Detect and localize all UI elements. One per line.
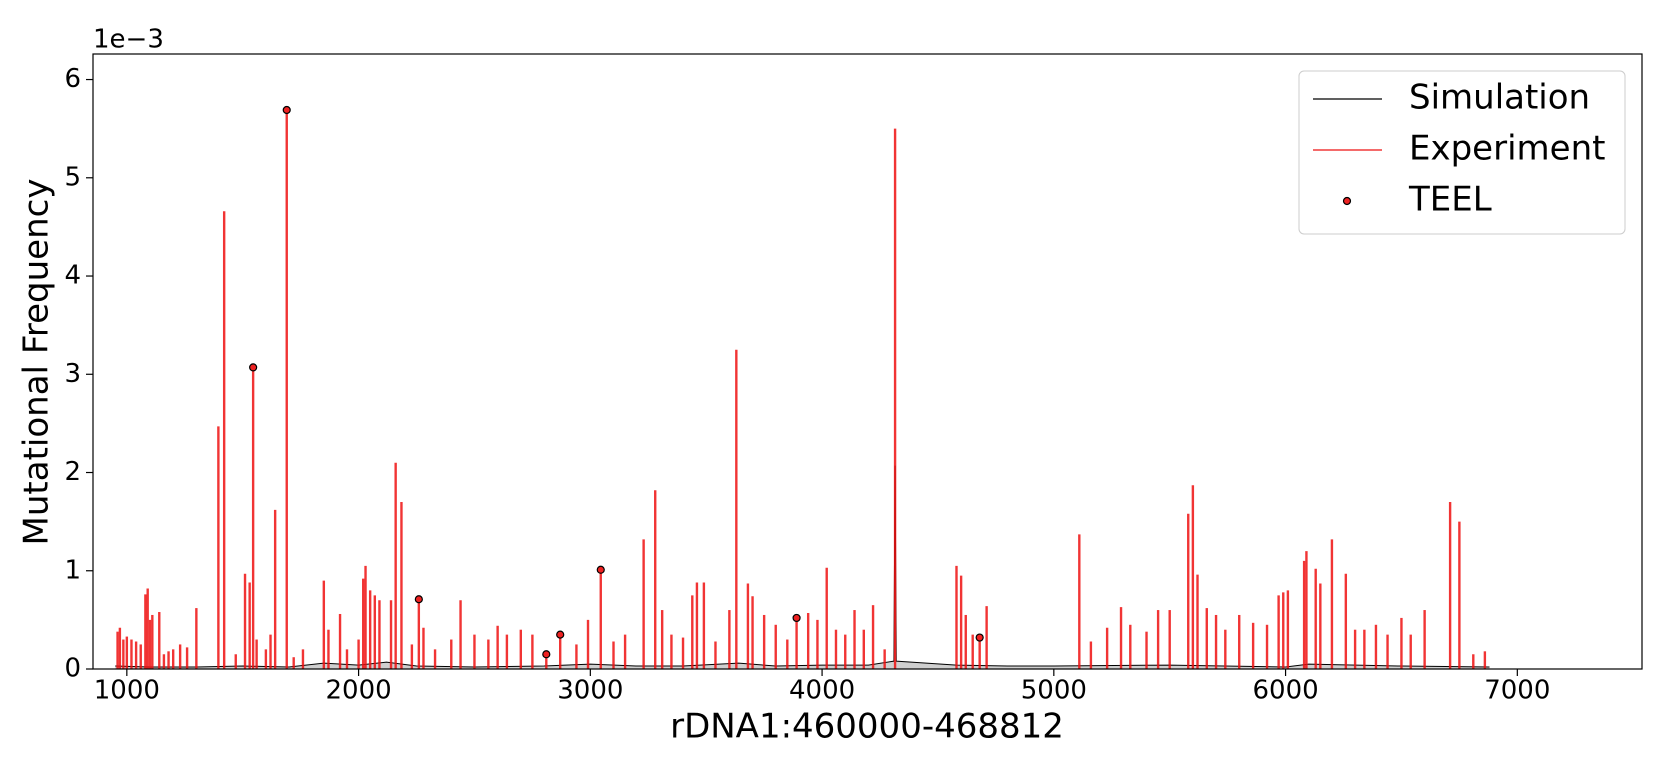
legend-label: TEEL — [1408, 180, 1492, 220]
legend-label: Experiment — [1409, 129, 1605, 169]
x-axis-label: rDNA1:460000-468812 — [670, 707, 1064, 747]
y-tick-label: 4 — [64, 261, 81, 291]
point — [792, 613, 801, 623]
y-tick-label: 2 — [64, 457, 81, 487]
plot-area — [115, 105, 1490, 669]
point — [556, 630, 565, 639]
plot-frame — [92, 53, 1643, 670]
x-tick-label: 7000 — [1484, 676, 1550, 706]
y-tick-label: 1 — [64, 555, 81, 585]
point — [596, 565, 605, 574]
y-tick-label: 6 — [64, 64, 81, 94]
x-tick-label: 1000 — [94, 676, 160, 706]
y-tick-label: 3 — [64, 359, 81, 389]
point — [542, 650, 551, 659]
y-tick-label: 0 — [64, 654, 81, 684]
x-tick-label: 5000 — [1021, 676, 1087, 706]
y-axis-label: Mutational Frequency — [17, 179, 57, 546]
x-tick-label: 3000 — [557, 676, 623, 706]
y-tick-label: 5 — [64, 162, 81, 192]
x-tick-label: 2000 — [325, 676, 391, 706]
point — [249, 363, 258, 372]
point — [282, 105, 291, 115]
legend-marker — [1342, 196, 1352, 206]
x-tick-label: 4000 — [789, 676, 855, 706]
x-tick-label: 6000 — [1252, 676, 1318, 706]
y-offset-label: 1e−3 — [93, 25, 164, 55]
line — [115, 465, 1490, 668]
legend-label: Simulation — [1409, 78, 1590, 118]
point — [975, 633, 984, 642]
legend-box — [1298, 70, 1626, 235]
point — [414, 595, 423, 604]
